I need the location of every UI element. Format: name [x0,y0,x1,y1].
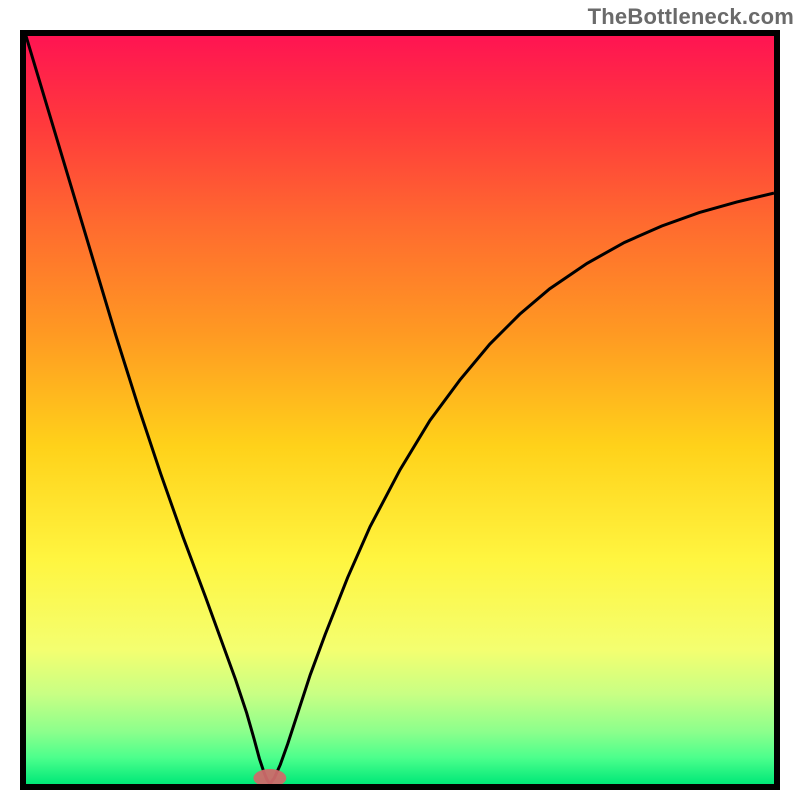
chart-frame [20,30,780,790]
watermark-text: TheBottleneck.com [588,4,794,30]
plot-svg [26,36,774,784]
chart-container: TheBottleneck.com [0,0,800,800]
